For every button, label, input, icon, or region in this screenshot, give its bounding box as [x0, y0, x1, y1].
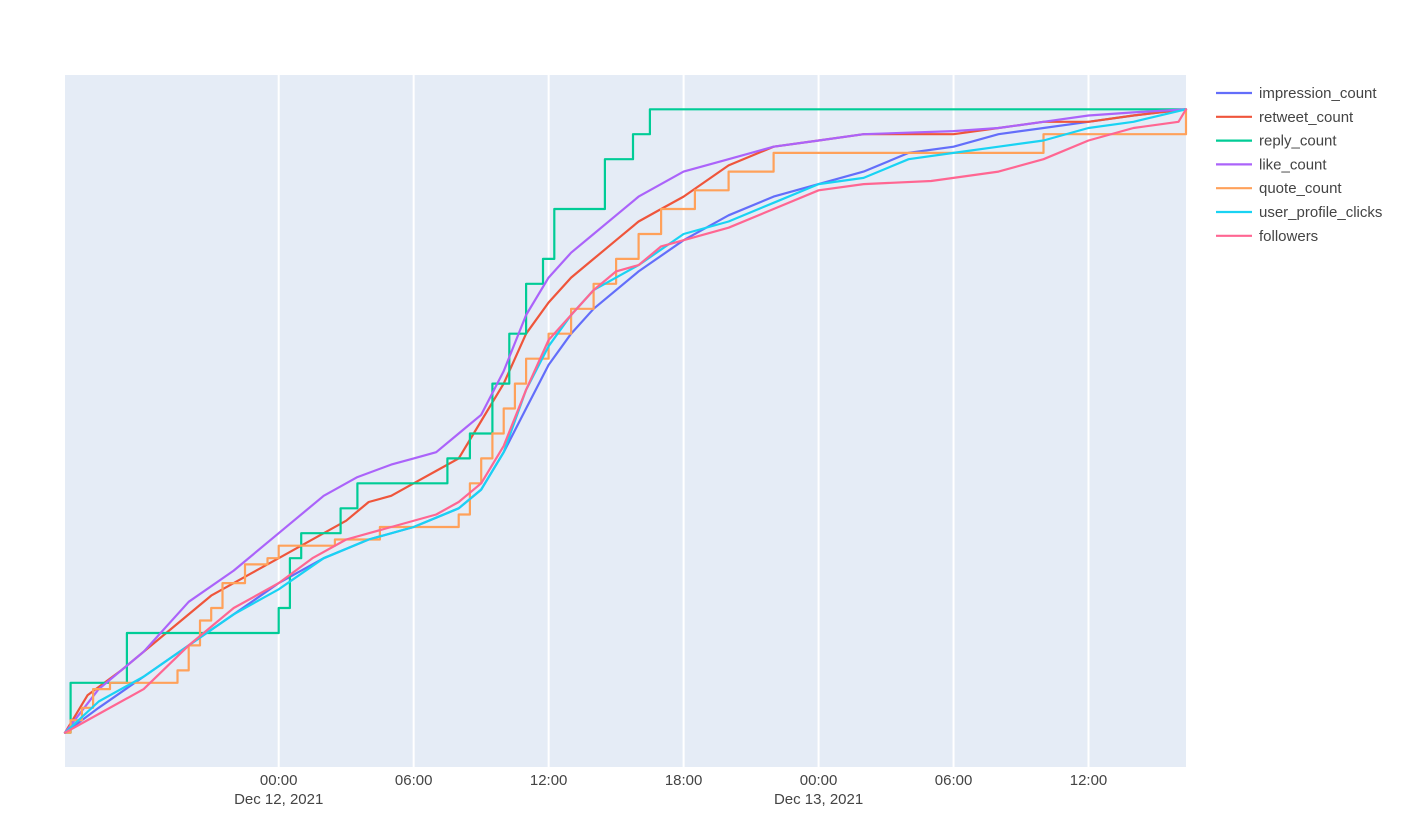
legend-label: like_count — [1259, 156, 1327, 173]
legend[interactable]: impression_count retweet_count reply_count… — [1216, 85, 1382, 245]
series-line-reply-count[interactable] — [63, 108, 1188, 734]
series-lines — [63, 108, 1188, 734]
x-tick-label: 18:00 — [665, 772, 703, 789]
legend-label: quote_count — [1259, 180, 1342, 197]
x-tick-label: 06:00 — [395, 772, 433, 789]
legend-label: retweet_count — [1259, 109, 1354, 126]
legend-label: reply_count — [1259, 133, 1337, 150]
legend-item-like-count[interactable]: like_count — [1216, 156, 1327, 173]
plot-background — [65, 75, 1186, 767]
legend-item-retweet-count[interactable]: retweet_count — [1216, 109, 1354, 126]
series-line-like-count[interactable] — [63, 108, 1188, 734]
x-tick-label: 00:00 — [260, 772, 298, 789]
x-tick-date-label: Dec 12, 2021 — [234, 791, 323, 808]
x-tick-date-label: Dec 13, 2021 — [774, 791, 863, 808]
legend-item-followers[interactable]: followers — [1216, 228, 1318, 245]
legend-item-reply-count[interactable]: reply_count — [1216, 133, 1337, 150]
legend-item-impression-count[interactable]: impression_count — [1216, 85, 1377, 102]
legend-label: impression_count — [1259, 85, 1377, 102]
legend-item-quote-count[interactable]: quote_count — [1216, 180, 1342, 197]
x-tick-label: 06:00 — [935, 772, 973, 789]
x-tick-label: 12:00 — [1070, 772, 1108, 789]
legend-label: user_profile_clicks — [1259, 204, 1382, 221]
legend-item-user-profile-clicks[interactable]: user_profile_clicks — [1216, 204, 1382, 221]
x-axis-tick-labels: 00:00 Dec 12, 2021 06:00 12:00 18:00 00:00 Dec… — [234, 772, 1107, 808]
legend-label: followers — [1259, 228, 1318, 245]
series-line-followers[interactable] — [63, 108, 1188, 734]
x-tick-label: 12:00 — [530, 772, 568, 789]
x-tick-label: 00:00 — [800, 772, 838, 789]
